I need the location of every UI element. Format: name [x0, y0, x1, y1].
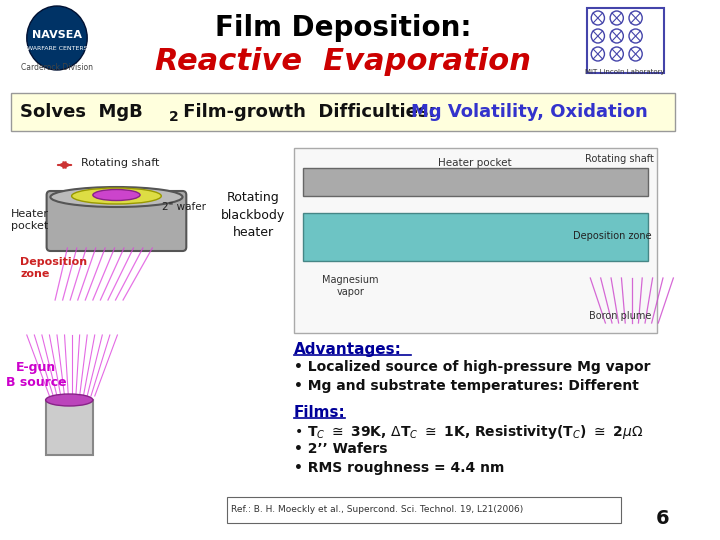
Text: Deposition
zone: Deposition zone: [20, 257, 87, 279]
FancyBboxPatch shape: [227, 497, 621, 523]
Text: Films:: Films:: [294, 405, 346, 420]
Circle shape: [591, 47, 605, 61]
Text: WARFARE CENTERS: WARFARE CENTERS: [27, 45, 87, 51]
Text: 2: 2: [169, 110, 179, 124]
Text: 2" wafer: 2" wafer: [162, 202, 206, 212]
Ellipse shape: [93, 190, 140, 200]
Text: Advantages:: Advantages:: [294, 342, 402, 357]
FancyBboxPatch shape: [11, 93, 675, 131]
Text: • 2’’ Wafers: • 2’’ Wafers: [294, 442, 387, 456]
Circle shape: [610, 47, 624, 61]
Ellipse shape: [71, 188, 161, 204]
Text: Ref.: B. H. Moeckly et al., Supercond. Sci. Technol. 19, L21(2006): Ref.: B. H. Moeckly et al., Supercond. S…: [230, 505, 523, 515]
Circle shape: [629, 47, 642, 61]
Text: • RMS roughness = 4.4 nm: • RMS roughness = 4.4 nm: [294, 461, 504, 475]
FancyBboxPatch shape: [47, 191, 186, 251]
Text: Rotating shaft: Rotating shaft: [81, 158, 159, 168]
Bar: [303, 168, 648, 196]
Circle shape: [610, 11, 624, 25]
Text: Magnesium
vapor: Magnesium vapor: [323, 275, 379, 297]
Bar: [587, 8, 664, 73]
Text: Rotating
blackbody
heater: Rotating blackbody heater: [221, 191, 285, 240]
Text: Carderock Division: Carderock Division: [21, 64, 93, 72]
Text: MIT Lincoln Laboratory: MIT Lincoln Laboratory: [585, 69, 665, 75]
Text: 6: 6: [656, 509, 670, 528]
Circle shape: [610, 29, 624, 43]
Bar: [303, 213, 648, 261]
Bar: [45, 400, 93, 455]
Text: Film-growth  Difficulties:: Film-growth Difficulties:: [177, 103, 448, 121]
Circle shape: [591, 29, 605, 43]
Circle shape: [629, 11, 642, 25]
Circle shape: [629, 29, 642, 43]
Text: NAVSEA: NAVSEA: [32, 30, 82, 40]
Text: Solves  MgB: Solves MgB: [20, 103, 143, 121]
Text: • Mg and substrate temperatures: Different: • Mg and substrate temperatures: Differe…: [294, 379, 639, 393]
Text: Heater pocket: Heater pocket: [438, 158, 512, 168]
Text: Film Deposition:: Film Deposition:: [215, 14, 472, 42]
Text: • T$_C$ $\cong$ 39K, $\Delta$T$_C$ $\cong$ 1K, Resistivity(T$_C$) $\cong$ 2$\mu\: • T$_C$ $\cong$ 39K, $\Delta$T$_C$ $\con…: [294, 423, 643, 441]
Text: Reactive  Evaporation: Reactive Evaporation: [155, 48, 531, 77]
Text: Heater
pocket: Heater pocket: [11, 209, 49, 231]
Ellipse shape: [45, 394, 93, 406]
Text: Deposition zone: Deposition zone: [573, 231, 652, 241]
Text: Mg Volatility, Oxidation: Mg Volatility, Oxidation: [411, 103, 648, 121]
Text: E-gun
B source: E-gun B source: [6, 361, 66, 389]
Text: • Localized source of high-pressure Mg vapor: • Localized source of high-pressure Mg v…: [294, 360, 650, 374]
Ellipse shape: [50, 187, 183, 207]
Text: Boron plume: Boron plume: [589, 311, 652, 321]
Text: Rotating shaft: Rotating shaft: [585, 154, 654, 164]
Circle shape: [591, 11, 605, 25]
FancyBboxPatch shape: [294, 148, 657, 333]
Circle shape: [27, 6, 87, 70]
